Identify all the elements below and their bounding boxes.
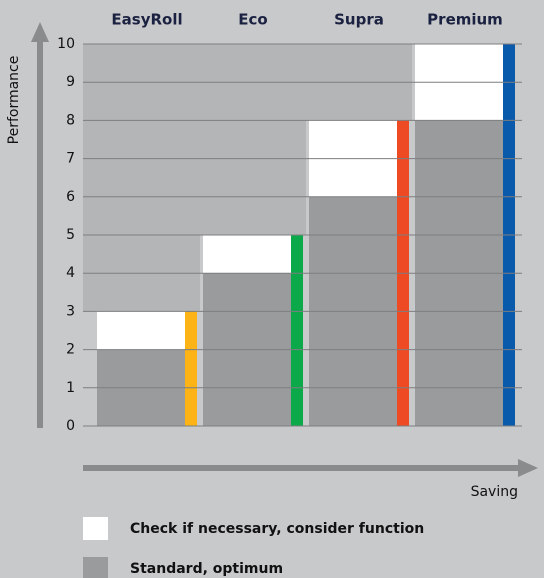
range-stripe [185, 311, 197, 426]
category-label: EasyRoll [111, 11, 182, 29]
y-tick-label: 7 [66, 151, 75, 167]
legend-swatch [83, 517, 108, 540]
legend-label: Check if necessary, consider function [130, 521, 424, 537]
category-label: Eco [238, 11, 267, 29]
y-tick-label: 6 [66, 189, 75, 205]
range-stripe [291, 235, 303, 426]
y-tick-label: 10 [57, 36, 75, 52]
x-axis-label: Saving [471, 484, 518, 500]
y-tick-label: 9 [66, 74, 75, 90]
y-tick-label: 3 [66, 303, 75, 319]
x-arrow-head [518, 459, 538, 477]
category-label: Premium [427, 11, 503, 29]
y-tick-label: 4 [66, 265, 75, 281]
legend-swatch [83, 557, 108, 578]
y-tick-label: 5 [66, 227, 75, 243]
bar-segment [203, 235, 303, 274]
y-tick-label: 8 [66, 112, 75, 128]
legend-label: Standard, optimum [130, 561, 283, 577]
y-tick-label: 2 [66, 342, 75, 358]
y-arrow-head [31, 22, 49, 42]
y-axis-label: Performance [6, 56, 22, 145]
category-label: Supra [334, 11, 384, 29]
bar-segment [97, 311, 197, 350]
y-tick-label: 1 [66, 380, 75, 396]
y-tick-label: 0 [66, 418, 75, 434]
